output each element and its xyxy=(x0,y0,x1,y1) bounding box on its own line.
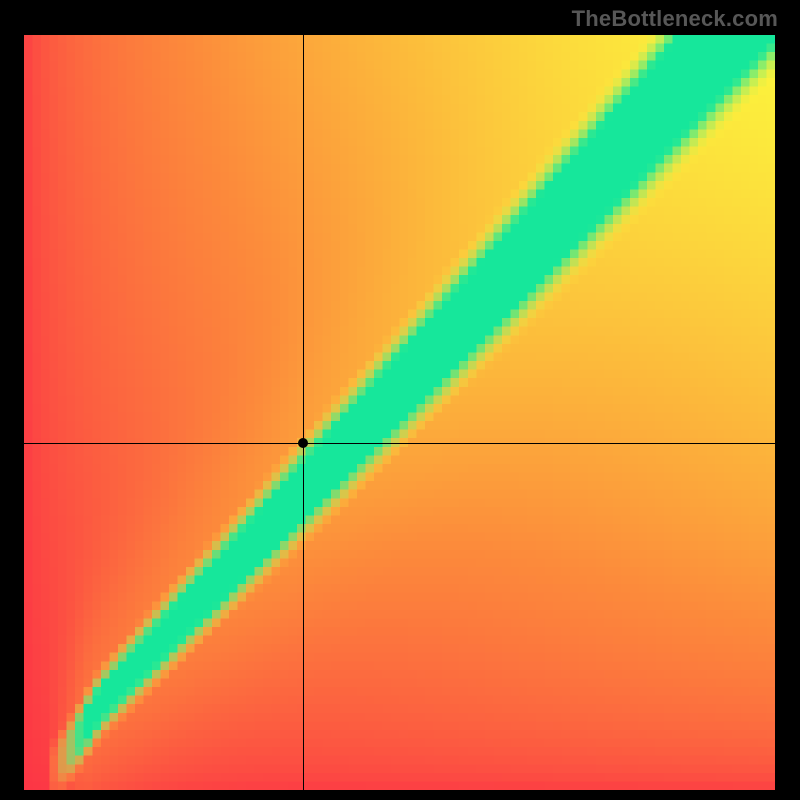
bottleneck-heatmap xyxy=(24,35,775,790)
crosshair-dot xyxy=(298,438,308,448)
crosshair-horizontal xyxy=(24,443,775,444)
watermark-text: TheBottleneck.com xyxy=(572,6,778,32)
crosshair-vertical xyxy=(303,35,304,790)
